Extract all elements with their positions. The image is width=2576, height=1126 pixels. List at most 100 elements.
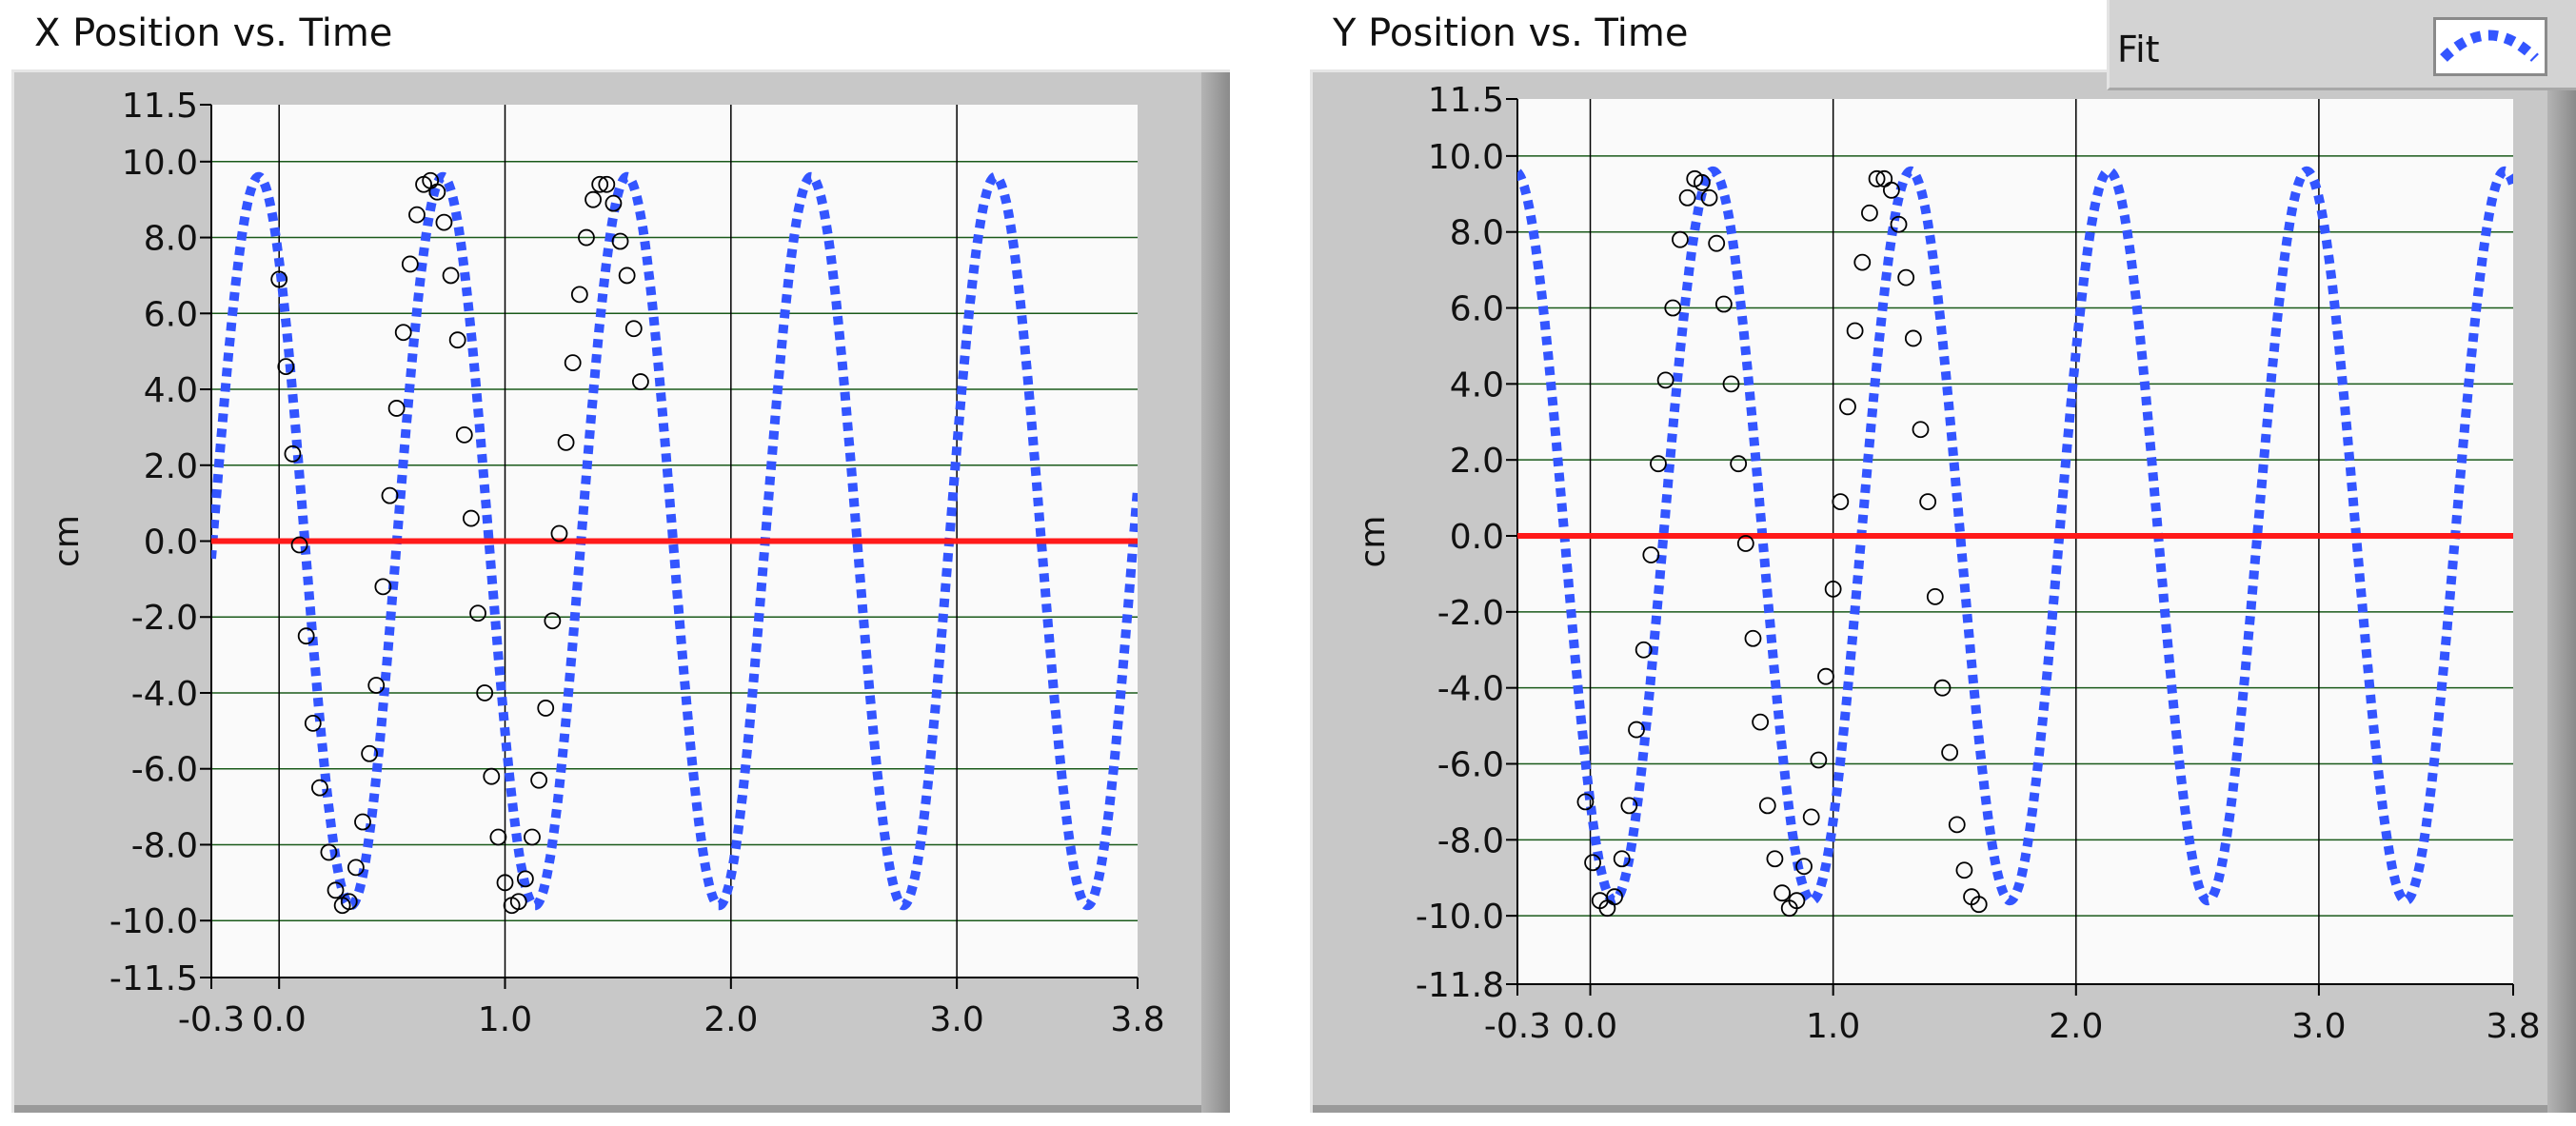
y-position-chart: 11.5 10.0 8.0 6.0 4.0 2.0 0.0 -2.0 -4.0 -6.0 -8.0 -… [1354, 81, 2541, 1046]
data-point [1832, 493, 1850, 510]
x-tick-label: 2.0 [2049, 1007, 2103, 1046]
data-point [1758, 797, 1776, 815]
y-tick-label: 11.5 [1428, 81, 1504, 120]
chart-title-y: Y Position vs. Time [1333, 11, 1689, 55]
data-point [1882, 181, 1900, 199]
data-point [435, 213, 453, 231]
data-point [327, 881, 345, 899]
data-point [401, 255, 419, 273]
data-point [1897, 268, 1915, 286]
data-point [578, 228, 595, 247]
data-point [1795, 858, 1813, 876]
data-point [361, 744, 379, 762]
x-position-chart: 11.5 10.0 8.0 6.0 4.0 2.0 0.0 -2.0 -4.0 -6.0 -8.0 -… [48, 87, 1165, 1039]
data-point [1970, 896, 1988, 914]
data-point [284, 444, 302, 463]
x-tick-label: -0.3 [1484, 1007, 1551, 1046]
data-point [394, 324, 412, 342]
y-tick-label: 8.0 [144, 220, 198, 259]
data-point [1730, 455, 1748, 473]
data-point [509, 893, 527, 911]
x-tick-label: 3.0 [930, 1000, 984, 1039]
data-point [1941, 743, 1959, 761]
y-tick-label: -11.8 [1416, 966, 1504, 1005]
data-point [1736, 535, 1754, 552]
x-tick-label: 3.8 [2486, 1007, 2540, 1046]
y-tick-label: -6.0 [1437, 745, 1504, 784]
y-tick-label: 2.0 [1450, 442, 1504, 481]
data-point [1766, 850, 1784, 868]
data-point [311, 779, 328, 797]
data-point [516, 870, 534, 888]
y-tick-label: 6.0 [1450, 290, 1504, 329]
y-axis-label: cm [1354, 516, 1393, 568]
plot-legend[interactable]: Fit [2107, 0, 2576, 90]
data-point [1606, 888, 1623, 906]
data-point [489, 828, 507, 846]
data-point [408, 206, 426, 224]
data-layer [1517, 166, 2513, 918]
data-point [585, 190, 602, 208]
data-point [564, 354, 582, 372]
data-point [1912, 421, 1930, 439]
y-tick-label: -10.0 [1416, 898, 1504, 937]
fit-series-line [1517, 166, 2513, 906]
data-point [624, 320, 643, 338]
data-point [1802, 808, 1820, 826]
data-point [1620, 797, 1638, 815]
data-point [1904, 329, 1922, 347]
y-tick-label: 10.0 [122, 144, 198, 183]
y-tick-label: -4.0 [1437, 670, 1504, 709]
data-point [1584, 854, 1601, 872]
data-layer [211, 171, 1138, 915]
data-point [1722, 375, 1740, 393]
data-point [1576, 793, 1595, 811]
data-point [1773, 884, 1791, 902]
data-point [1817, 667, 1834, 685]
fit-line-swatch-icon [2440, 30, 2539, 62]
y-tick-label: 2.0 [144, 447, 198, 486]
y-tick-label: 0.0 [1450, 518, 1504, 557]
data-point [347, 859, 365, 877]
data-point [570, 286, 588, 304]
data-point [1868, 169, 1886, 188]
data-point [1656, 371, 1674, 389]
data-point [1933, 679, 1952, 697]
data-point [544, 612, 562, 630]
data-point [290, 536, 308, 554]
y-tick-label: -8.0 [1437, 821, 1504, 860]
data-point [537, 700, 555, 717]
data-point [270, 270, 288, 288]
x-tick-label: 1.0 [1806, 1007, 1860, 1046]
y-tick-label: -2.0 [131, 599, 198, 638]
data-point [1926, 587, 1944, 605]
y-tick-label: -8.0 [131, 826, 198, 865]
x-tick-label: 0.0 [252, 1000, 307, 1039]
data-point [632, 373, 649, 390]
data-point [1853, 253, 1872, 271]
data-point [1664, 299, 1682, 317]
data-point [442, 267, 460, 285]
data-point [340, 893, 358, 911]
data-point [1642, 546, 1660, 563]
legend-swatch-fit[interactable] [2433, 17, 2547, 76]
y-tick-label: -6.0 [131, 751, 198, 790]
data-point [1672, 230, 1689, 248]
data-point [297, 627, 315, 645]
y-tick-label: -2.0 [1437, 594, 1504, 633]
data-point [1744, 629, 1762, 647]
data-point [448, 331, 466, 349]
y-tick-label: 8.0 [1450, 214, 1504, 253]
x-tick-label: 2.0 [703, 1000, 758, 1039]
x-tick-label: 3.8 [1110, 1000, 1164, 1039]
legend-label-fit: Fit [2117, 29, 2160, 70]
data-point [1846, 322, 1864, 340]
data-point [611, 232, 629, 250]
data-point [1714, 295, 1733, 313]
data-point [1678, 188, 1696, 207]
data-point [354, 813, 371, 831]
data-point [1861, 204, 1878, 222]
data-point [1824, 580, 1842, 598]
data-point [1628, 721, 1645, 739]
data-point [1708, 234, 1726, 252]
